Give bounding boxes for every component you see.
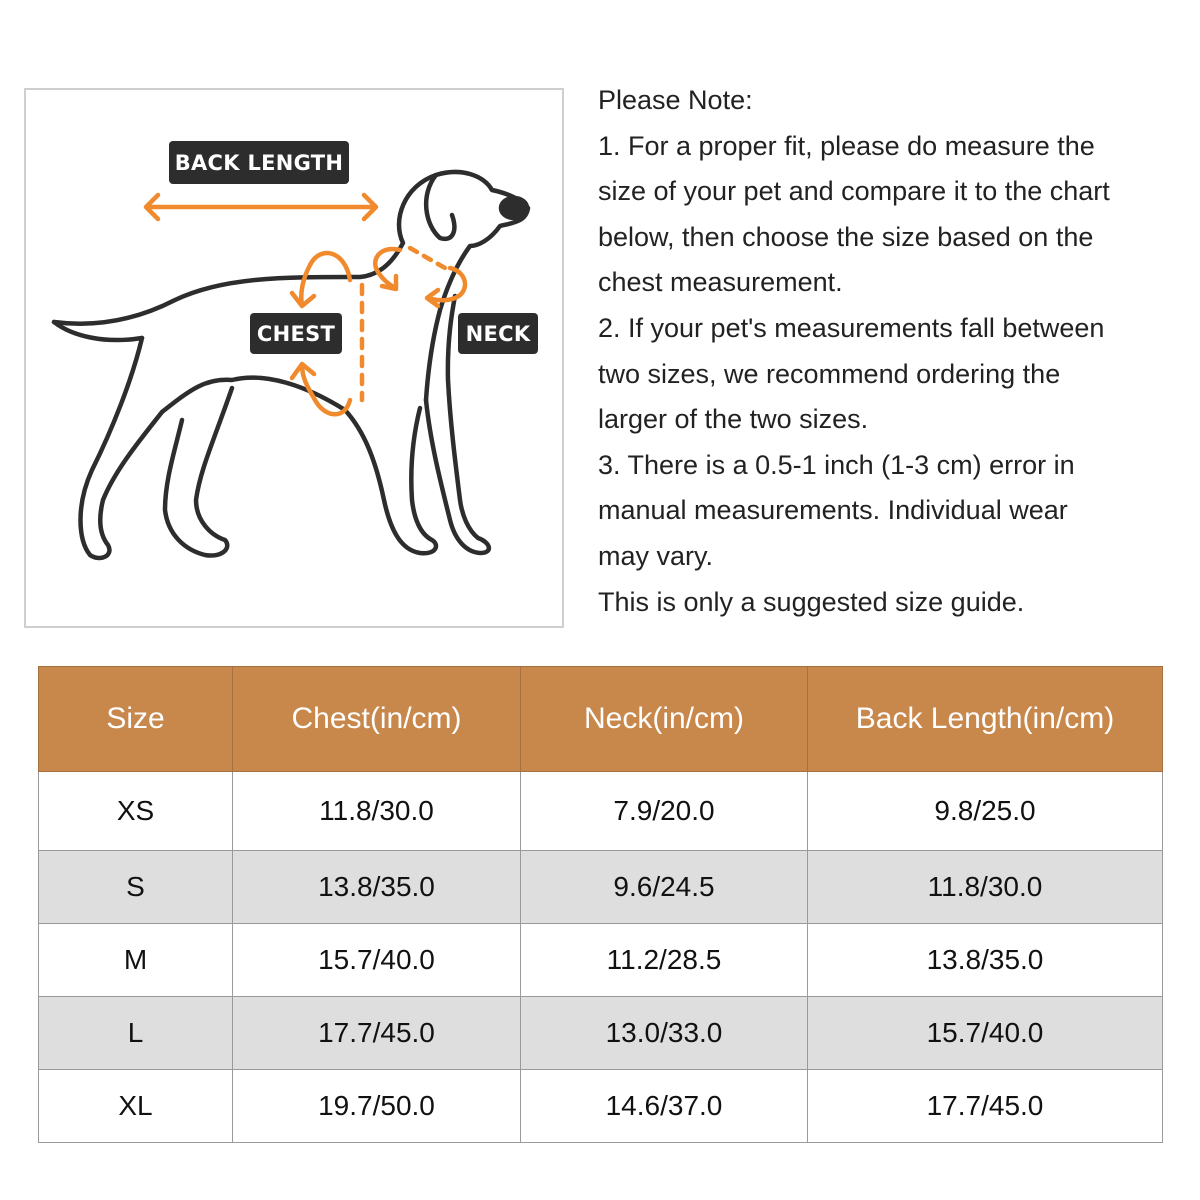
cell-size: XS xyxy=(38,771,233,851)
cell-chest: 15.7/40.0 xyxy=(232,923,521,997)
notes-line: chest measurement. xyxy=(598,267,843,298)
notes-line: may vary. xyxy=(598,540,714,571)
neck-label: NECK xyxy=(458,313,538,354)
cell-size: L xyxy=(38,996,233,1070)
header-back-length: Back Length(in/cm) xyxy=(807,666,1163,772)
cell-back-length: 13.8/35.0 xyxy=(807,923,1163,997)
cell-chest: 11.8/30.0 xyxy=(232,771,521,851)
chest-label: CHEST xyxy=(250,313,342,354)
cell-neck: 11.2/28.5 xyxy=(520,923,808,997)
cell-neck: 14.6/37.0 xyxy=(520,1069,808,1143)
notes-line: 3. There is a 0.5-1 inch (1-3 cm) error … xyxy=(598,449,1075,480)
header-neck: Neck(in/cm) xyxy=(520,666,808,772)
notes-line: manual measurements. Individual wear xyxy=(598,495,1068,526)
header-size: Size xyxy=(38,666,233,772)
cell-back-length: 11.8/30.0 xyxy=(807,850,1163,924)
table-row: XS 11.8/30.0 7.9/20.0 9.8/25.0 xyxy=(38,771,1163,851)
notes-line: below, then choose the size based on the xyxy=(598,221,1094,252)
notes-heading: Please Note: xyxy=(598,85,753,115)
size-notes: Please Note: 1. For a proper fit, please… xyxy=(598,78,1198,625)
cell-chest: 13.8/35.0 xyxy=(232,850,521,924)
notes-line: larger of the two sizes. xyxy=(598,404,869,435)
table-header-row: Size Chest(in/cm) Neck(in/cm) Back Lengt… xyxy=(38,666,1163,772)
notes-line: two sizes, we recommend ordering the xyxy=(598,358,1061,389)
notes-line: size of your pet and compare it to the c… xyxy=(598,176,1110,207)
table-row: M 15.7/40.0 11.2/28.5 13.8/35.0 xyxy=(38,923,1163,997)
back-length-label: BACK LENGTH xyxy=(169,141,349,184)
cell-chest: 17.7/45.0 xyxy=(232,996,521,1070)
cell-neck: 9.6/24.5 xyxy=(520,850,808,924)
cell-chest: 19.7/50.0 xyxy=(232,1069,521,1143)
cell-size: XL xyxy=(38,1069,233,1143)
size-chart-table: Size Chest(in/cm) Neck(in/cm) Back Lengt… xyxy=(38,666,1163,1143)
cell-back-length: 15.7/40.0 xyxy=(807,996,1163,1070)
notes-line: This is only a suggested size guide. xyxy=(598,586,1025,617)
cell-size: S xyxy=(38,850,233,924)
cell-neck: 13.0/33.0 xyxy=(520,996,808,1070)
cell-size: M xyxy=(38,923,233,997)
table-row: S 13.8/35.0 9.6/24.5 11.8/30.0 xyxy=(38,850,1163,924)
table-row: XL 19.7/50.0 14.6/37.0 17.7/45.0 xyxy=(38,1069,1163,1143)
cell-back-length: 9.8/25.0 xyxy=(807,771,1163,851)
notes-line: 1. For a proper fit, please do measure t… xyxy=(598,130,1095,161)
cell-back-length: 17.7/45.0 xyxy=(807,1069,1163,1143)
cell-neck: 7.9/20.0 xyxy=(520,771,808,851)
notes-line: 2. If your pet's measurements fall betwe… xyxy=(598,312,1105,343)
header-chest: Chest(in/cm) xyxy=(232,666,521,772)
table-row: L 17.7/45.0 13.0/33.0 15.7/40.0 xyxy=(38,996,1163,1070)
